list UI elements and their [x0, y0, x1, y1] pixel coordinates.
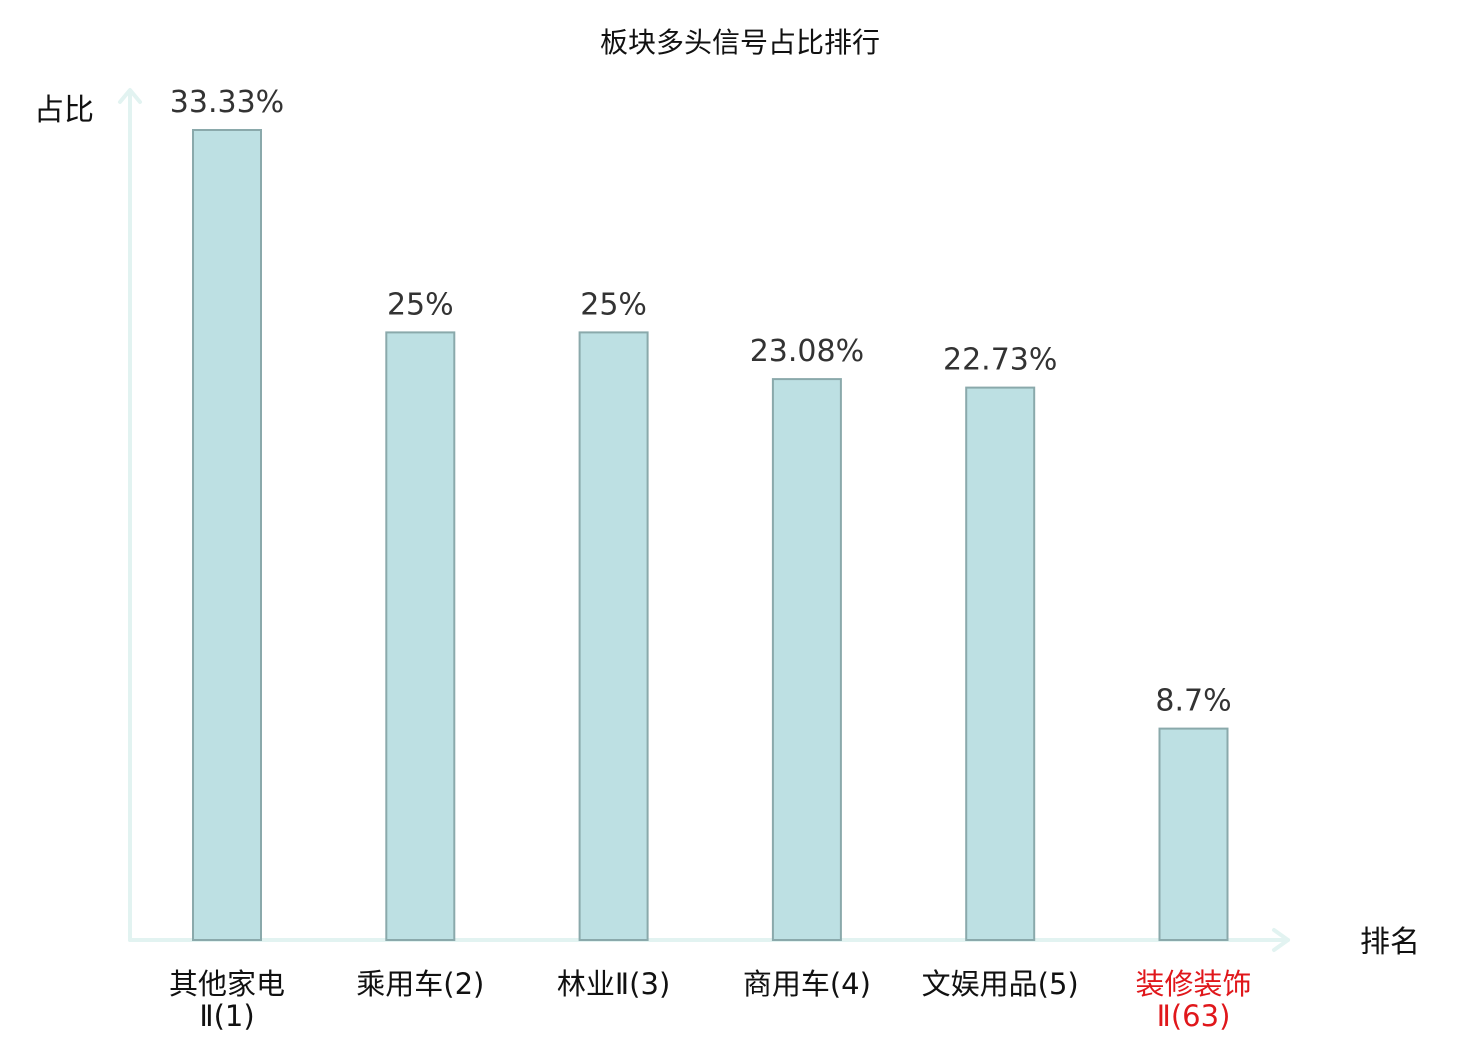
y-axis-label: 占比: [34, 93, 94, 128]
value-label-5: 22.73%: [943, 343, 1057, 378]
value-label-2: 25%: [387, 287, 454, 322]
value-labels-group: 33.33% 25% 25% 23.08% 22.73% 8.7%: [170, 85, 1232, 719]
value-label-1: 33.33%: [170, 85, 284, 120]
bar-1: [192, 129, 262, 941]
bar-3: [578, 331, 649, 941]
category-label-3: 林业Ⅱ(3): [557, 967, 670, 1001]
bar-4: [771, 378, 842, 942]
category-label-1-line2: Ⅱ(1): [199, 999, 254, 1033]
value-label-4: 23.08%: [750, 334, 864, 369]
category-label-6-line2: Ⅱ(63): [1157, 999, 1231, 1033]
category-label-6: 装修装饰: [1135, 967, 1251, 1001]
category-label-2: 乘用车(2): [356, 967, 484, 1001]
bar-5: [965, 386, 1036, 942]
category-label-1: 其他家电: [169, 967, 285, 1001]
category-label-5: 文娱用品(5): [922, 967, 1079, 1001]
value-label-6: 8.7%: [1155, 684, 1231, 719]
value-label-3: 25%: [580, 287, 647, 322]
x-axis-arrow-icon: [1272, 928, 1290, 952]
bar-6: [1158, 727, 1229, 941]
bar-2: [385, 331, 456, 941]
category-label-4: 商用车(4): [743, 967, 871, 1001]
chart-title: 板块多头信号占比排行: [600, 26, 880, 59]
y-axis-arrow-icon: [118, 88, 142, 104]
bars-group: [192, 129, 1229, 942]
x-axis-label: 排名: [1360, 925, 1420, 960]
